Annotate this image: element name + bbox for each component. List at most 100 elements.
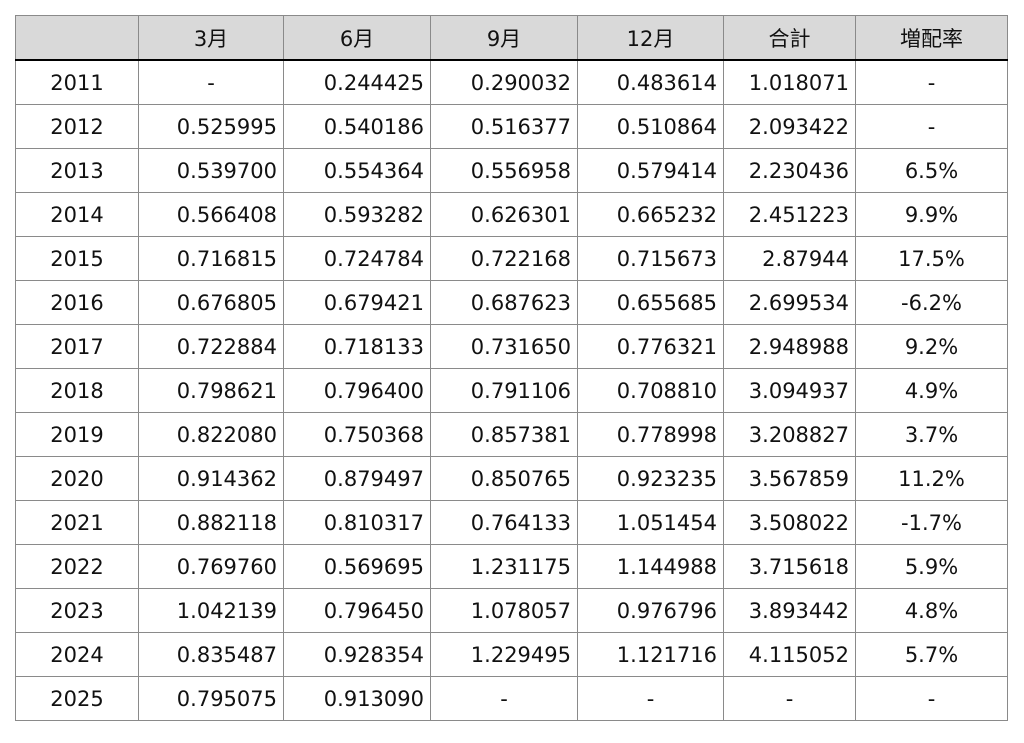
row-year-cell: 2011 [15,59,139,105]
cell-september: 0.687623 [430,280,578,325]
cell-june: 0.810317 [283,500,431,545]
cell-june: 0.928354 [283,632,431,677]
header-cell-year [15,15,139,61]
cell-growth-rate: 3.7% [855,412,1008,457]
cell-total: 3.567859 [723,456,856,501]
table-row: 2015 0.716815 0.724784 0.722168 0.715673 2.87… [15,236,1008,281]
table-row: 2021 0.882118 0.810317 0.764133 1.051454 3.50… [15,500,1008,545]
row-year-cell: 2018 [15,368,139,413]
cell-march: 0.539700 [138,148,284,193]
cell-total: 2.451223 [723,192,856,237]
cell-june: 0.724784 [283,236,431,281]
cell-total: 2.699534 [723,280,856,325]
cell-june: 0.569695 [283,544,431,589]
cell-december: 0.776321 [577,324,724,369]
cell-june: 0.540186 [283,104,431,149]
cell-march: 0.676805 [138,280,284,325]
row-year-cell: 2021 [15,500,139,545]
cell-march: 0.525995 [138,104,284,149]
cell-growth-rate: 17.5% [855,236,1008,281]
cell-december: 0.510864 [577,104,724,149]
cell-september: 0.850765 [430,456,578,501]
cell-march: 0.566408 [138,192,284,237]
row-year-cell: 2020 [15,456,139,501]
cell-december: 0.579414 [577,148,724,193]
table-row: 2012 0.525995 0.540186 0.516377 0.510864 2.09… [15,104,1008,149]
cell-december: 0.483614 [577,59,724,105]
row-year-cell: 2024 [15,632,139,677]
cell-growth-rate: 11.2% [855,456,1008,501]
cell-march: 0.822080 [138,412,284,457]
row-year-cell: 2013 [15,148,139,193]
cell-growth-rate: -6.2% [855,280,1008,325]
header-row: 3月 6月 9月 12月 合計 増配率 [15,15,1008,61]
cell-total: 2.87944 [723,236,856,281]
table-row: 2011-0.244425 0.290032 0.483614 1.018071- [15,59,1008,105]
row-year-cell: 2022 [15,544,139,589]
cell-total: 3.094937 [723,368,856,413]
cell-june: 0.244425 [283,59,431,105]
cell-december: 0.655685 [577,280,724,325]
cell-december: 0.715673 [577,236,724,281]
cell-september: 1.229495 [430,632,578,677]
row-year-cell: 2025 [15,676,139,721]
row-year-cell: 2012 [15,104,139,149]
cell-september: 0.722168 [430,236,578,281]
cell-growth-rate: - [855,59,1008,105]
table-row: 2013 0.539700 0.554364 0.556958 0.579414 2.23… [15,148,1008,193]
cell-june: 0.554364 [283,148,431,193]
cell-total: 2.230436 [723,148,856,193]
cell-september: 0.290032 [430,59,578,105]
cell-september: 0.556958 [430,148,578,193]
cell-june: 0.796450 [283,588,431,633]
cell-june: 0.913090 [283,676,431,721]
cell-september: 0.764133 [430,500,578,545]
header-cell-september: 9月 [430,15,578,61]
header-cell-december: 12月 [577,15,724,61]
dividend-table-container: 3月 6月 9月 12月 合計 増配率 2011-0.244425 0.29003… [15,15,1008,721]
cell-growth-rate: 6.5% [855,148,1008,193]
cell-september: 0.857381 [430,412,578,457]
cell-march: 0.716815 [138,236,284,281]
cell-growth-rate: 9.2% [855,324,1008,369]
cell-march: - [138,59,284,105]
table-row: 2019 0.822080 0.750368 0.857381 0.778998 3.20… [15,412,1008,457]
cell-september: 0.516377 [430,104,578,149]
table-row: 2024 0.835487 0.928354 1.229495 1.121716 4.11… [15,632,1008,677]
table-row: 2016 0.676805 0.679421 0.687623 0.655685 2.69… [15,280,1008,325]
cell-june: 0.718133 [283,324,431,369]
dividend-table: 3月 6月 9月 12月 合計 増配率 2011-0.244425 0.29003… [15,15,1008,721]
cell-growth-rate: - [855,104,1008,149]
cell-march: 1.042139 [138,588,284,633]
cell-december: 0.708810 [577,368,724,413]
row-year-cell: 2019 [15,412,139,457]
table-header: 3月 6月 9月 12月 合計 増配率 [15,15,1008,61]
row-year-cell: 2015 [15,236,139,281]
cell-total: 3.208827 [723,412,856,457]
cell-june: 0.593282 [283,192,431,237]
cell-december: - [577,676,724,721]
cell-march: 0.914362 [138,456,284,501]
row-year-cell: 2017 [15,324,139,369]
header-cell-june: 6月 [283,15,431,61]
cell-total: 1.018071 [723,59,856,105]
cell-growth-rate: -1.7% [855,500,1008,545]
cell-june: 0.750368 [283,412,431,457]
cell-december: 0.665232 [577,192,724,237]
table-row: 2018 0.798621 0.796400 0.791106 0.708810 3.09… [15,368,1008,413]
row-year-cell: 2014 [15,192,139,237]
table-row: 2014 0.566408 0.593282 0.626301 0.665232 2.45… [15,192,1008,237]
cell-december: 1.121716 [577,632,724,677]
row-year-cell: 2016 [15,280,139,325]
cell-march: 0.769760 [138,544,284,589]
header-cell-total: 合計 [723,15,856,61]
cell-september: 0.731650 [430,324,578,369]
header-cell-growth-rate: 増配率 [855,15,1008,61]
cell-total: 4.115052 [723,632,856,677]
cell-total: 3.715618 [723,544,856,589]
table-row: 2023 1.042139 0.796450 1.078057 0.976796 3.89… [15,588,1008,633]
cell-september: 0.791106 [430,368,578,413]
cell-september: 1.078057 [430,588,578,633]
cell-total: 3.893442 [723,588,856,633]
table-row: 2017 0.722884 0.718133 0.731650 0.776321 2.94… [15,324,1008,369]
